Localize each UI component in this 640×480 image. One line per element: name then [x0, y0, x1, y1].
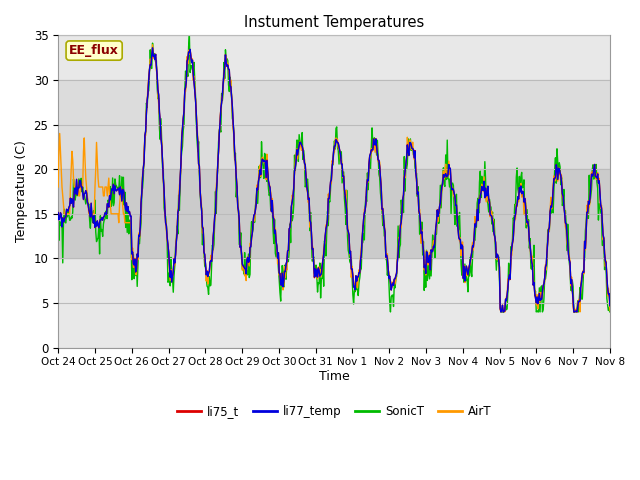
li75_t — [121, 201, 129, 206]
li75_t — [402, 162, 410, 168]
AirT — [402, 159, 410, 165]
li77_temp — [606, 303, 614, 309]
SonicT — [64, 208, 72, 214]
li77_temp — [207, 258, 214, 264]
AirT — [501, 309, 509, 315]
li77_temp — [121, 201, 129, 206]
Title: Instument Temperatures: Instument Temperatures — [244, 15, 424, 30]
AirT — [121, 220, 129, 226]
SonicT — [419, 252, 426, 258]
AirT — [64, 211, 72, 216]
X-axis label: Time: Time — [319, 370, 349, 383]
AirT — [178, 130, 186, 135]
Line: li77_temp: li77_temp — [58, 48, 610, 312]
li75_t — [148, 45, 156, 51]
li77_temp — [148, 45, 156, 51]
Line: AirT: AirT — [58, 45, 610, 312]
SonicT — [177, 158, 185, 164]
SonicT — [207, 282, 214, 288]
li77_temp — [64, 208, 72, 214]
li75_t — [178, 135, 186, 141]
li75_t — [497, 309, 505, 315]
AirT — [54, 184, 62, 190]
li75_t — [418, 229, 426, 235]
Legend: li75_t, li77_temp, SonicT, AirT: li75_t, li77_temp, SonicT, AirT — [172, 400, 496, 423]
Line: SonicT: SonicT — [58, 36, 610, 312]
SonicT — [54, 224, 62, 230]
li77_temp — [497, 309, 505, 315]
SonicT — [121, 189, 129, 195]
SonicT — [186, 33, 193, 38]
Y-axis label: Temperature (C): Temperature (C) — [15, 141, 28, 242]
li77_temp — [54, 210, 62, 216]
Bar — [58, 169, 610, 258]
SonicT — [403, 166, 410, 172]
SonicT — [387, 309, 394, 315]
li77_temp — [402, 162, 410, 168]
li77_temp — [178, 135, 186, 141]
li75_t — [64, 208, 72, 214]
li75_t — [606, 303, 614, 309]
AirT — [418, 227, 426, 233]
Text: EE_flux: EE_flux — [69, 44, 119, 57]
li75_t — [207, 258, 214, 264]
SonicT — [606, 309, 614, 315]
Bar — [58, 80, 610, 169]
AirT — [207, 252, 214, 258]
AirT — [606, 307, 614, 313]
li77_temp — [418, 229, 426, 235]
li75_t — [54, 210, 62, 216]
AirT — [148, 42, 156, 48]
Line: li75_t: li75_t — [58, 48, 610, 312]
